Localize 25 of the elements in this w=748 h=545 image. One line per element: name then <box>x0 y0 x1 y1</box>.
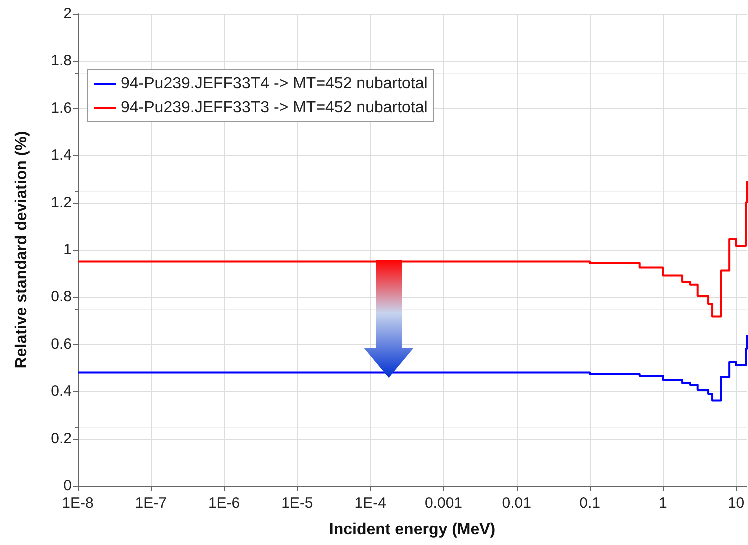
y-tick-label: 1.6 <box>51 100 72 117</box>
y-tick-label: 0.8 <box>51 288 72 306</box>
x-tick-label: 0.01 <box>502 495 532 512</box>
x-tick-label: 1E-6 <box>208 495 240 512</box>
y-tick-label: 1 <box>64 242 72 258</box>
y-tick-label: 1.4 <box>51 147 72 164</box>
x-tick-label: 1E-4 <box>354 495 386 512</box>
x-tick-label: 1E-5 <box>282 495 314 512</box>
x-tick-label: 1E-7 <box>135 495 167 512</box>
y-tick-label: 0.2 <box>51 430 72 448</box>
y-tick-label: 0.4 <box>51 383 72 400</box>
y-tick-label: 0 <box>64 478 72 494</box>
legend-label: 94-Pu239.JEFF33T4 -> MT=452 nubartotal <box>121 76 428 92</box>
y-tick-label: 1.8 <box>51 52 72 70</box>
y-tick-label: 0.6 <box>51 336 72 353</box>
x-tick-label: 0.1 <box>580 495 600 512</box>
x-tick-label: 0.001 <box>424 495 462 512</box>
x-axis-title: Incident energy (MeV) <box>329 522 496 538</box>
y-tick-label: 1.2 <box>51 194 72 212</box>
legend-label: 94-Pu239.JEFF33T3 -> MT=452 nubartotal <box>121 100 428 116</box>
y-tick-label: 2 <box>64 6 72 22</box>
x-tick-label: 1E-8 <box>62 495 94 512</box>
x-tick-label: 1 <box>658 495 668 512</box>
y-axis-title: Relative standard deviation (%) <box>14 131 30 369</box>
x-tick-label: 10 <box>728 495 745 512</box>
